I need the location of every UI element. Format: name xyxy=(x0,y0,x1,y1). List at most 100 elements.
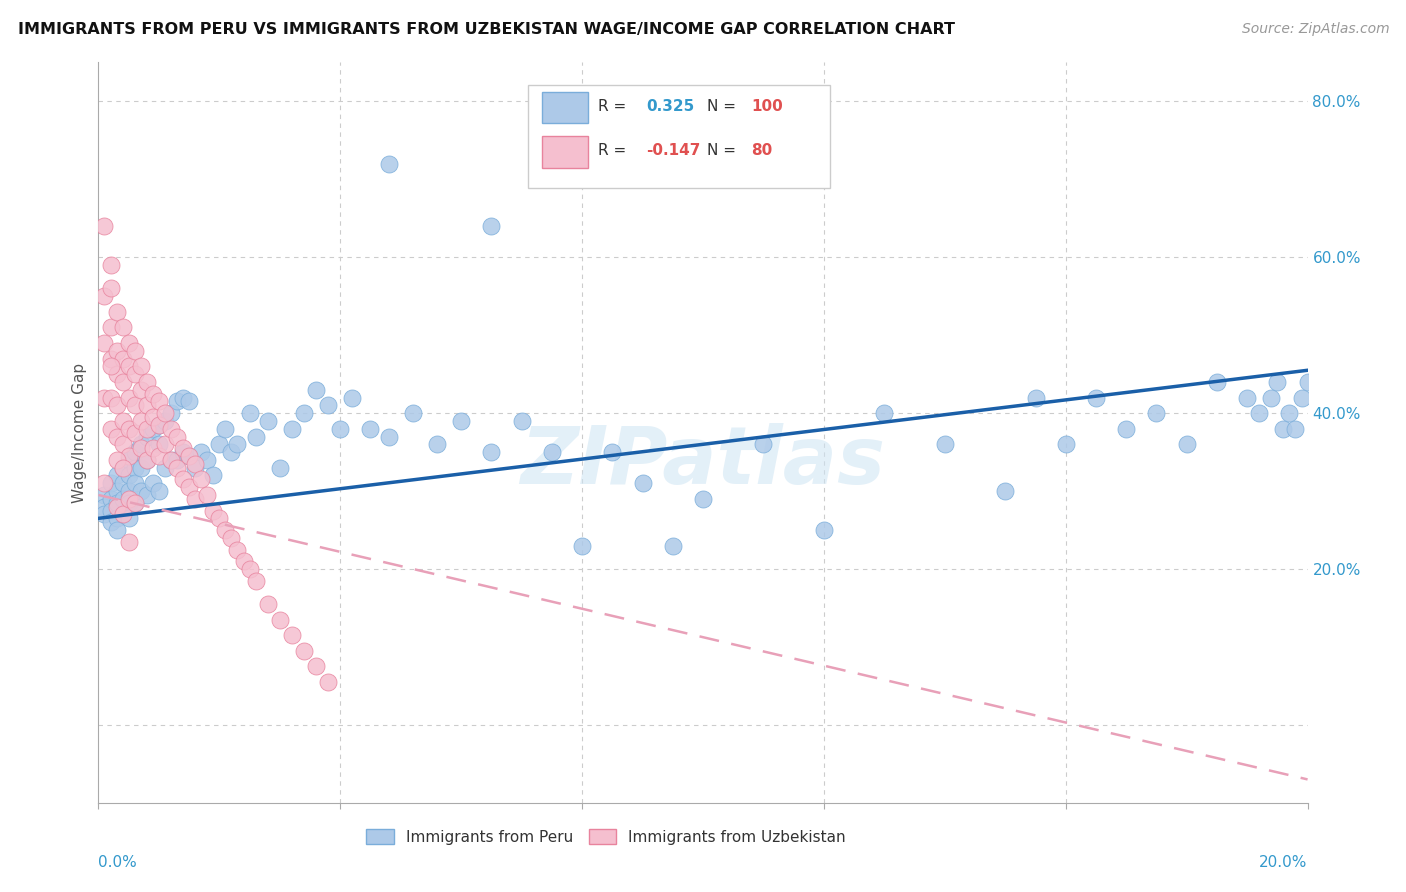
Point xyxy=(481,219,503,233)
Point xyxy=(239,406,262,420)
Point xyxy=(153,406,176,420)
Point xyxy=(142,422,165,436)
Point xyxy=(148,437,170,451)
Point xyxy=(153,460,176,475)
Point xyxy=(129,484,152,499)
Point xyxy=(105,398,128,412)
Point xyxy=(124,460,146,475)
Point xyxy=(118,468,141,483)
Point xyxy=(184,460,207,475)
Point xyxy=(1115,422,1137,436)
Point xyxy=(93,391,115,405)
Point xyxy=(426,437,449,451)
Point xyxy=(118,359,141,374)
Point xyxy=(1236,391,1258,405)
Point xyxy=(540,445,562,459)
Point xyxy=(105,484,128,499)
Point xyxy=(118,534,141,549)
Point xyxy=(111,508,134,522)
Text: IMMIGRANTS FROM PERU VS IMMIGRANTS FROM UZBEKISTAN WAGE/INCOME GAP CORRELATION C: IMMIGRANTS FROM PERU VS IMMIGRANTS FROM … xyxy=(18,22,955,37)
Point xyxy=(142,386,165,401)
Point xyxy=(195,453,218,467)
Point xyxy=(342,391,364,405)
Point xyxy=(281,628,304,642)
Point xyxy=(214,523,236,537)
Point xyxy=(118,491,141,506)
Point xyxy=(269,613,291,627)
Point xyxy=(129,441,152,455)
Point xyxy=(172,445,194,459)
Point xyxy=(105,367,128,381)
Point xyxy=(692,491,714,506)
Point xyxy=(179,449,201,463)
Point xyxy=(602,445,624,459)
Point xyxy=(135,453,157,467)
Point xyxy=(190,445,212,459)
Point xyxy=(184,457,207,471)
Point xyxy=(111,460,134,475)
Point xyxy=(245,574,267,588)
Point xyxy=(172,472,194,486)
Point xyxy=(148,417,170,432)
Text: N =: N = xyxy=(707,143,741,158)
Point xyxy=(316,398,339,412)
Point xyxy=(208,437,231,451)
Point xyxy=(111,437,134,451)
Point xyxy=(360,422,382,436)
Point xyxy=(329,422,352,436)
Point xyxy=(105,429,128,443)
Point xyxy=(124,496,146,510)
Point xyxy=(118,391,141,405)
Point xyxy=(202,468,225,483)
Point xyxy=(148,449,170,463)
Point xyxy=(172,391,194,405)
Point xyxy=(100,391,122,405)
Point xyxy=(93,336,115,351)
Point xyxy=(305,659,328,673)
Point xyxy=(124,496,146,510)
Point xyxy=(111,351,134,366)
Point xyxy=(124,445,146,459)
Point xyxy=(510,414,533,428)
Point xyxy=(166,453,188,467)
Point xyxy=(239,562,262,576)
Point xyxy=(129,437,152,451)
Text: ZIPatlas: ZIPatlas xyxy=(520,423,886,501)
Point xyxy=(100,258,122,272)
Point xyxy=(135,375,157,389)
Point xyxy=(292,406,315,420)
Point xyxy=(269,460,291,475)
Point xyxy=(1085,391,1108,405)
Point xyxy=(813,523,835,537)
Point xyxy=(179,449,201,463)
Point xyxy=(208,511,231,525)
Point xyxy=(135,453,157,467)
Point xyxy=(100,503,122,517)
Point xyxy=(166,394,188,409)
Legend: Immigrants from Peru, Immigrants from Uzbekistan: Immigrants from Peru, Immigrants from Uz… xyxy=(360,822,852,851)
Point xyxy=(135,488,157,502)
Point xyxy=(153,414,176,428)
FancyBboxPatch shape xyxy=(527,85,830,188)
Point xyxy=(118,453,141,467)
Point xyxy=(292,644,315,658)
Point xyxy=(1267,375,1289,389)
Point xyxy=(221,531,243,545)
Point xyxy=(100,320,122,334)
Point xyxy=(124,367,146,381)
Y-axis label: Wage/Income Gap: Wage/Income Gap xyxy=(72,362,87,503)
Text: -0.147: -0.147 xyxy=(647,143,700,158)
Point xyxy=(172,441,194,455)
Point xyxy=(93,500,115,514)
Point xyxy=(166,429,188,443)
Point xyxy=(281,422,304,436)
Point xyxy=(142,476,165,491)
Point xyxy=(1291,391,1313,405)
Point xyxy=(305,383,328,397)
Text: 0.0%: 0.0% xyxy=(98,855,138,870)
Point xyxy=(1144,406,1167,420)
Point xyxy=(111,460,134,475)
Point xyxy=(124,425,146,440)
Point xyxy=(232,554,254,568)
Point xyxy=(179,480,201,494)
